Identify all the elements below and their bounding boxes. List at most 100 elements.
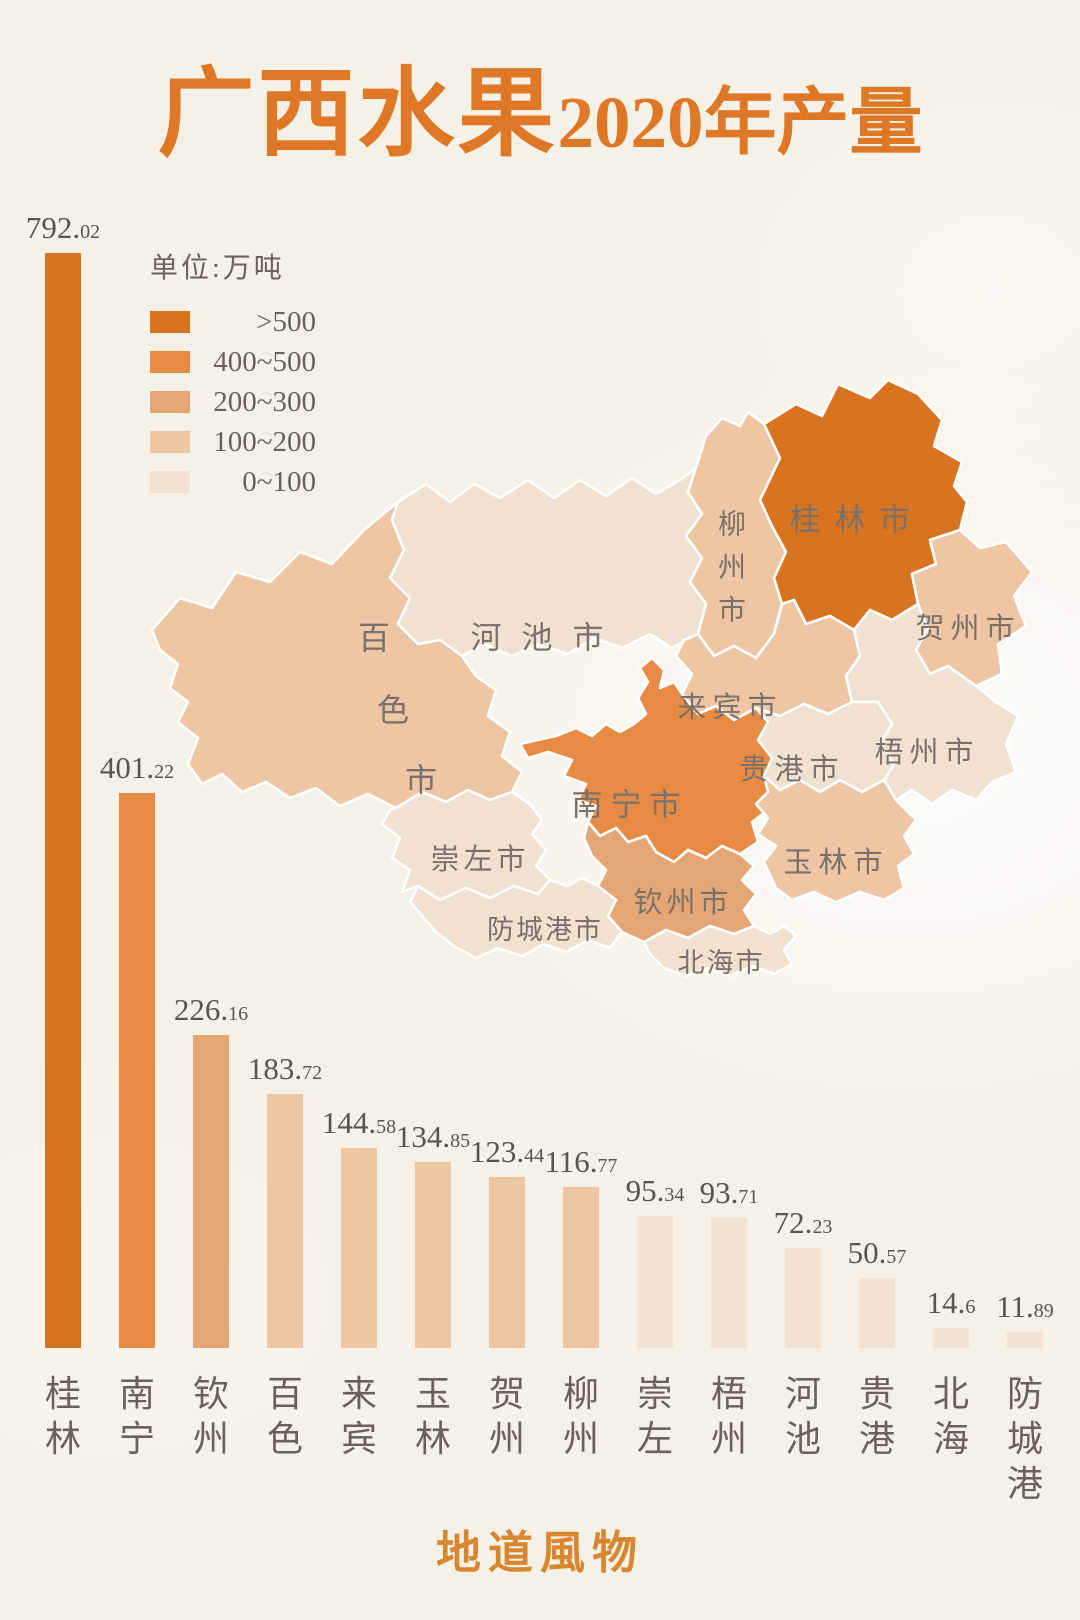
bar-value-label: 116.77	[491, 1145, 671, 1183]
bar-value-decimal: 57	[886, 1246, 907, 1268]
bar-贺州	[489, 1177, 525, 1348]
bar-value-label: 401.22	[47, 751, 227, 789]
bar-value-label: 123.44	[417, 1135, 597, 1173]
bar-value-decimal: 6	[965, 1296, 976, 1318]
bar-value-decimal: 72	[302, 1062, 323, 1084]
city-label-char: 崇	[636, 1374, 673, 1414]
city-label-char: 州	[488, 1419, 525, 1459]
city-label-char: 河	[784, 1374, 821, 1414]
city-label-char: 城	[1006, 1419, 1043, 1459]
bar-崇左	[637, 1216, 673, 1348]
bar-value-label: 792.02	[0, 211, 153, 249]
city-label-char: 百	[266, 1374, 303, 1414]
bar-value-label: 50.57	[787, 1236, 967, 1274]
city-label-char: 柳	[562, 1374, 599, 1414]
bar-value-decimal: 85	[450, 1130, 471, 1152]
page-title-suffix: 2020年产量	[557, 82, 923, 163]
legend-range-label: 200~300	[213, 385, 316, 418]
bar-value-label: 95.34	[565, 1174, 745, 1212]
city-label-char: 左	[636, 1419, 673, 1459]
bar-value-decimal: 77	[597, 1155, 618, 1177]
city-label-char: 港	[858, 1419, 895, 1459]
bar-value-decimal: 44	[524, 1145, 545, 1167]
map-region-label-wuzhou: 梧州市	[874, 736, 979, 769]
map-region-label-baise: 市	[405, 762, 437, 798]
bar-玉林	[415, 1162, 451, 1348]
bar-value-integer: 93.	[699, 1175, 739, 1210]
legend-rows: >500 400~500 200~300 100~200 0~100	[150, 302, 316, 502]
city-label-char: 钦	[192, 1374, 229, 1414]
bar-贵港	[859, 1278, 895, 1348]
bar-value-integer: 95.	[625, 1173, 665, 1208]
map-legend: 单位:万吨 >500 400~500 200~300 100~200 0~100	[150, 246, 316, 502]
city-label-char: 海	[932, 1419, 969, 1459]
city-label-char: 港	[1006, 1464, 1043, 1504]
bar-钦州	[193, 1035, 229, 1348]
bar-北海	[933, 1328, 969, 1348]
map-region-label-yulin: 玉林市	[783, 846, 888, 879]
bar-value-label: 134.85	[343, 1120, 523, 1158]
map-region-label-liuzhou: 州	[718, 553, 746, 584]
bar-value-integer: 50.	[847, 1235, 887, 1270]
map-region-label-guilin: 桂林市	[790, 503, 925, 538]
city-label-char: 玉	[414, 1374, 451, 1414]
bar-value-decimal: 71	[738, 1186, 759, 1208]
map-region-yulin	[754, 774, 918, 904]
map-region-label-hechi: 河池市	[471, 621, 624, 656]
map-region-label-fangchenggang: 防城港市	[487, 915, 603, 945]
bar-柳州	[563, 1187, 599, 1348]
bar-value-integer: 183.	[247, 1051, 303, 1086]
bar-city-label-防城港: 防城港	[1003, 1372, 1047, 1507]
bar-value-label: 72.23	[713, 1206, 893, 1244]
bar-city-label-河池: 河池	[781, 1372, 825, 1462]
bar-value-integer: 792.	[25, 210, 81, 245]
legend-unit-label: 单位:万吨	[150, 253, 285, 284]
legend-row: 200~300	[150, 382, 316, 422]
map-region-label-beihai: 北海市	[678, 948, 765, 978]
map-region-label-baise: 百	[358, 620, 390, 656]
bar-value-label: 14.6	[861, 1286, 1041, 1324]
bar-city-label-来宾: 来宾	[337, 1372, 381, 1462]
legend-row: 100~200	[150, 422, 316, 462]
bar-city-label-贵港: 贵港	[855, 1372, 899, 1462]
city-label-char: 南	[118, 1374, 155, 1414]
city-label-char: 色	[266, 1419, 303, 1459]
bar-value-integer: 401.	[99, 750, 155, 785]
city-label-char: 梧	[710, 1374, 747, 1414]
bar-city-label-玉林: 玉林	[411, 1372, 455, 1462]
bar-value-decimal: 34	[664, 1184, 685, 1206]
bar-value-decimal: 16	[228, 1003, 249, 1025]
legend-range-label: 0~100	[242, 465, 316, 498]
map-region-label-qinzhou: 钦州市	[633, 886, 732, 919]
map-region-label-nanning: 南宁市	[572, 788, 689, 823]
legend-row: >500	[150, 302, 316, 342]
city-label-char: 林	[414, 1419, 451, 1459]
legend-swatch	[150, 471, 190, 493]
map-region-baise	[150, 500, 524, 810]
bar-来宾	[341, 1148, 377, 1348]
bar-value-decimal: 89	[1033, 1300, 1054, 1322]
map-region-label-guigang: 贵港市	[739, 753, 844, 786]
bar-value-integer: 144.	[321, 1105, 377, 1140]
bar-河池	[785, 1248, 821, 1348]
bar-value-label: 183.72	[195, 1052, 375, 1090]
bar-value-label: 93.71	[639, 1176, 819, 1214]
city-label-char: 贵	[858, 1374, 895, 1414]
bar-value-decimal: 58	[376, 1116, 397, 1138]
legend-swatch	[150, 391, 190, 413]
legend-row: 0~100	[150, 462, 316, 502]
city-label-char: 州	[562, 1419, 599, 1459]
legend-range-label: >500	[256, 305, 316, 338]
bar-梧州	[711, 1218, 747, 1348]
bar-city-label-百色: 百色	[263, 1372, 307, 1462]
city-label-char: 州	[710, 1419, 747, 1459]
bar-value-integer: 11.	[996, 1289, 1034, 1324]
legend-swatch	[150, 351, 190, 373]
brand-footer: 地道風物	[435, 1528, 644, 1578]
bar-value-decimal: 02	[80, 221, 101, 243]
bar-city-label-南宁: 南宁	[115, 1372, 159, 1462]
map-region-label-chongzuo: 崇左市	[430, 843, 529, 876]
bar-city-label-梧州: 梧州	[707, 1372, 751, 1462]
